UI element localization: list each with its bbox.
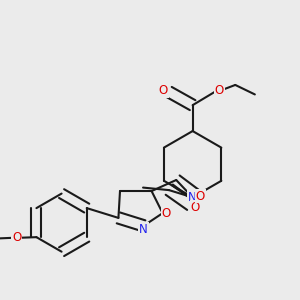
Text: N: N [139,223,148,236]
Text: O: O [196,190,205,202]
Text: O: O [12,231,22,244]
Text: O: O [191,201,200,214]
Text: N: N [188,191,197,204]
Text: O: O [159,84,168,97]
Text: O: O [162,207,171,220]
Text: O: O [215,84,224,97]
